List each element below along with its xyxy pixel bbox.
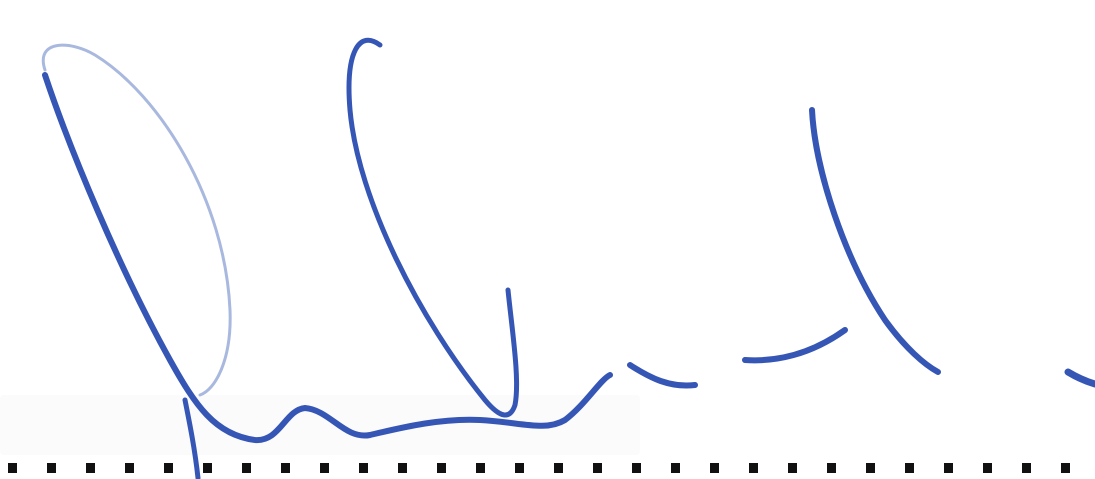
signature-stroke-5 <box>627 362 698 389</box>
signature-stroke-8 <box>1064 368 1095 388</box>
faded-background-print <box>0 395 640 455</box>
signature-stroke-6 <box>742 327 848 364</box>
signature-stroke-7 <box>809 107 941 375</box>
signature-stroke-4 <box>346 37 520 418</box>
signature-stroke-1 <box>41 43 232 397</box>
signature-stroke-3 <box>182 397 201 479</box>
signature-stroke-2 <box>42 72 613 443</box>
